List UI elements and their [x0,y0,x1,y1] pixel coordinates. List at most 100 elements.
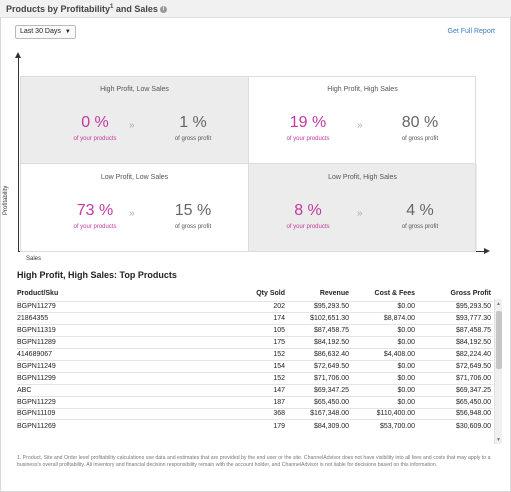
chevron-down-icon: ▼ [64,29,71,35]
products-percent: 73 % [76,202,114,219]
cell-cost-fees: $53,700.00 [351,419,417,432]
table-row[interactable]: BGPN11249 154 $72,649.50 $0.00 $72,649.50 [17,359,493,373]
column-header-sku[interactable]: Product/Sku [17,290,59,298]
cell-sku: BGPN11269 [17,419,227,432]
table-row[interactable]: BGPN11229 187 $65,450.00 $0.00 $65,450.00 [17,395,493,409]
table-row[interactable]: 21864355 174 $102,651.30 $8,874.00 $93,777.3… [17,312,493,325]
quadrant-high-profit-high-sales[interactable]: High Profit, High Sales 19 % of your pro… [248,76,477,163]
cell-qty-sold: 179 [227,419,287,432]
cell-qty-sold: 152 [227,348,287,361]
date-range-dropdown[interactable]: Last 30 Days ▼ [15,25,76,39]
cell-sku: 21864355 [17,312,227,325]
widget-header: Products by Profitability1 and Sales i [0,0,511,18]
cell-sku: BGPN11319 [17,324,227,337]
quadrant-title: High Profit, High Sales [327,86,398,93]
cell-cost-fees: $4,408.00 [351,348,417,361]
cell-cost-fees: $110,400.00 [351,407,417,420]
scrollbar-thumb[interactable] [496,311,502,369]
table-row[interactable]: 414689067 152 $86,632.40 $4,408.00 $82,224.4… [17,348,493,361]
cell-sku: BGPN11249 [17,359,227,373]
cell-revenue: $71,706.00 [287,371,351,385]
cell-gross-profit: $82,224.40 [417,348,493,361]
y-axis-arrow-icon [15,52,21,58]
quadrant-high-profit-low-sales[interactable]: High Profit, Low Sales 0 % of your produ… [20,76,249,163]
table-row[interactable]: BGPN11289 175 $84,192.50 $0.00 $84,192.50 [17,336,493,349]
gross-profit-percent: 4 % [406,202,434,219]
profitability-disclaimer: 1. Product, Site and Order level profita… [17,455,491,468]
products-percent-label: of your products [73,136,117,142]
column-header-cost[interactable]: Cost & Fees [374,290,415,298]
cell-gross-profit: $95,293.50 [417,300,493,313]
cell-qty-sold: 152 [227,371,287,385]
cell-gross-profit: $87,458.75 [417,324,493,337]
cell-sku: BGPN11299 [17,371,227,385]
double-chevron-right-icon: » [129,120,135,131]
cell-sku: BGPN11229 [17,395,227,409]
column-header-qty[interactable]: Qty Sold [256,290,285,298]
table-scrollbar[interactable]: ▲ ▼ [494,299,502,444]
cell-cost-fees: $0.00 [351,371,417,385]
title-text-suffix: and Sales [113,4,158,14]
cell-cost-fees: $8,874.00 [351,312,417,325]
get-full-report-link[interactable]: Get Full Report [447,28,495,35]
cell-qty-sold: 368 [227,407,287,420]
top-products-title: High Profit, High Sales: Top Products [17,270,177,280]
cell-cost-fees: $0.00 [351,383,417,397]
cell-qty-sold: 174 [227,312,287,325]
cell-gross-profit: $72,649.50 [417,359,493,373]
cell-sku: BGPN11279 [17,300,227,313]
cell-sku: BGPN11109 [17,407,227,420]
quadrant-title: Low Profit, High Sales [328,174,397,181]
cell-qty-sold: 105 [227,324,287,337]
scroll-down-icon[interactable]: ▼ [496,437,501,443]
y-axis-label: Profitability [3,185,9,215]
cell-qty-sold: 202 [227,300,287,313]
gross-profit-percent-label: of gross profit [174,136,212,142]
table-row[interactable]: ABC 147 $69,347.25 $0.00 $69,347.25 [17,383,493,397]
products-percent: 19 % [289,114,327,131]
column-header-gross-profit[interactable]: Gross Profit [450,290,491,298]
cell-cost-fees: $0.00 [351,395,417,409]
cell-sku: ABC [17,383,227,397]
double-chevron-right-icon: » [357,208,363,219]
quadrant-title: High Profit, Low Sales [100,86,169,93]
cell-gross-profit: $93,777.30 [417,312,493,325]
cell-revenue: $84,309.00 [287,419,351,432]
double-chevron-right-icon: » [129,208,135,219]
table-row[interactable]: BGPN11299 152 $71,706.00 $0.00 $71,706.00 [17,371,493,385]
quadrant-low-profit-high-sales[interactable]: Low Profit, High Sales 8 % of your produ… [248,164,477,251]
gross-profit-percent-label: of gross profit [401,224,439,230]
y-axis-line [18,56,19,252]
quadrant-low-profit-low-sales[interactable]: Low Profit, Low Sales 73 % of your produ… [20,164,249,251]
cell-qty-sold: 147 [227,383,287,397]
table-row[interactable]: BGPN11269 179 $84,309.00 $53,700.00 $30,609.… [17,419,493,432]
cell-revenue: $102,651.30 [287,312,351,325]
gross-profit-percent-label: of gross profit [401,136,439,142]
table-row[interactable]: BGPN11109 368 $167,348.00 $110,400.00 $56,94… [17,407,493,420]
quadrant-divider-vertical [248,76,249,252]
cell-sku: BGPN11289 [17,336,227,349]
x-axis-arrow-icon [484,248,490,254]
double-chevron-right-icon: » [357,120,363,131]
cell-qty-sold: 154 [227,359,287,373]
quadrant-title: Low Profit, Low Sales [100,174,169,181]
title-footnote-marker: 1 [110,4,114,10]
table-row[interactable]: BGPN11279 202 $95,293.50 $0.00 $95,293.50 [17,300,493,313]
products-percent-label: of your products [73,224,117,230]
gross-profit-percent: 15 % [174,202,212,219]
products-percent-label: of your products [286,224,330,230]
cell-revenue: $84,192.50 [287,336,351,349]
products-percent-label: of your products [286,136,330,142]
scroll-up-icon[interactable]: ▲ [496,301,501,307]
column-header-revenue[interactable]: Revenue [319,290,349,298]
cell-cost-fees: $0.00 [351,336,417,349]
products-percent: 8 % [294,202,322,219]
gross-profit-percent-label: of gross profit [174,224,212,230]
table-header-row: Product/Sku Qty Sold Revenue Cost & Fees… [17,287,493,301]
info-icon[interactable]: i [159,6,167,13]
cell-gross-profit: $84,192.50 [417,336,493,349]
table-row[interactable]: BGPN11319 105 $87,458.75 $0.00 $87,458.75 [17,324,493,337]
cell-gross-profit: $56,948.00 [417,407,493,420]
cell-gross-profit: $71,706.00 [417,371,493,385]
x-axis-label: Sales [26,256,42,262]
